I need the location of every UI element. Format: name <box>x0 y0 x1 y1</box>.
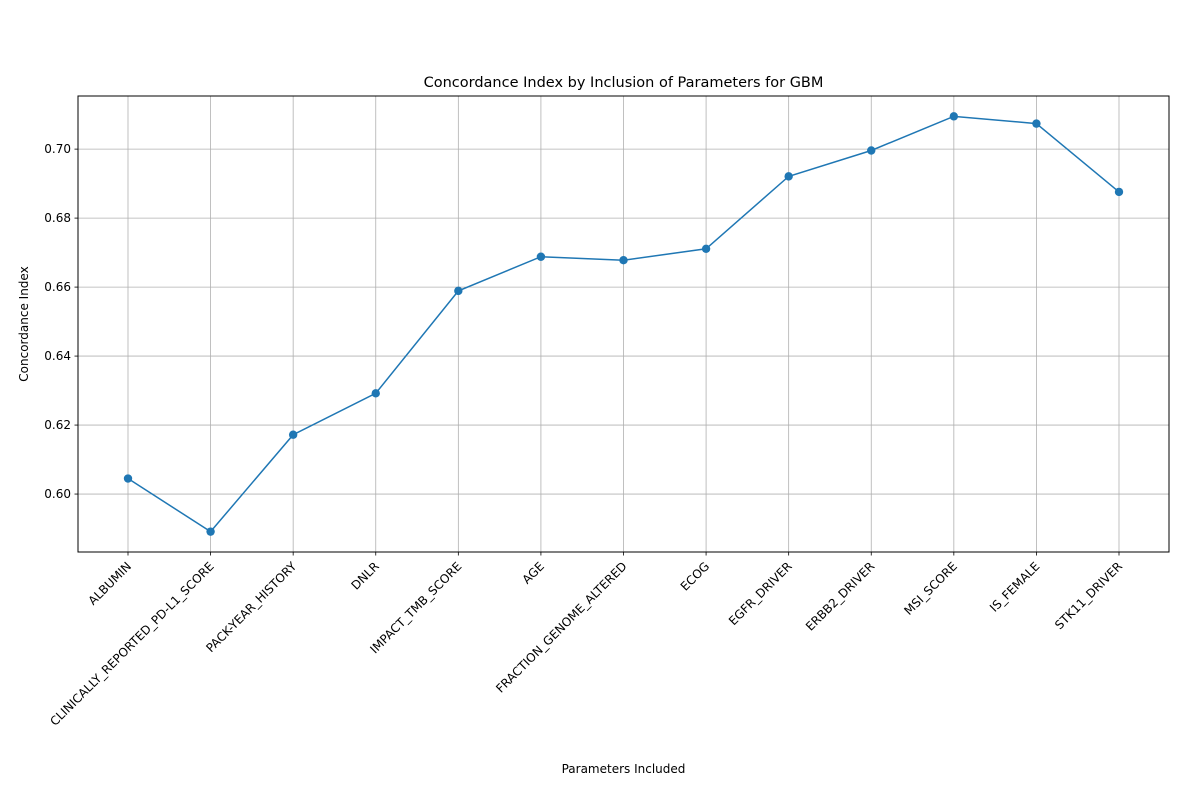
data-point <box>123 474 133 483</box>
x-tick-label: EGFR_DRIVER <box>726 559 795 628</box>
y-axis-label: Concordance Index <box>17 266 31 381</box>
x-tick-label: FRACTION_GENOME_ALTERED <box>493 559 629 695</box>
data-point <box>784 172 793 181</box>
y-tick-label: 0.64 <box>44 349 71 363</box>
x-tick-label: IS_FEMALE <box>987 559 1042 614</box>
y-axis-ticks: 0.60 0.62 0.64 0.66 0.68 0.70 <box>44 142 78 501</box>
data-point <box>536 252 546 261</box>
x-axis-ticks: ALBUMINCLINICALLY_REPORTED_PD-L1_SCOREPA… <box>47 552 1125 729</box>
data-point <box>949 112 959 121</box>
data-point <box>867 146 876 155</box>
chart-title: Concordance Index by Inclusion of Parame… <box>424 75 824 91</box>
x-axis-label: Parameters Included <box>562 762 686 776</box>
grid-lines <box>78 96 1169 552</box>
x-tick-label: IMPACT_TMB_SCORE <box>367 559 464 656</box>
y-tick-label: 0.70 <box>44 142 71 156</box>
x-tick-label: MSI_SCORE <box>901 559 960 618</box>
y-tick-label: 0.66 <box>44 280 71 294</box>
x-tick-label: ERBB2_DRIVER <box>803 559 877 633</box>
data-point <box>206 527 215 536</box>
y-tick-label: 0.68 <box>44 211 71 225</box>
data-point <box>619 255 628 265</box>
x-tick-label: ALBUMIN <box>85 559 134 608</box>
data-point <box>288 430 298 439</box>
x-tick-label: PACK-YEAR_HISTORY <box>203 559 299 655</box>
x-tick-label: DNLR <box>348 559 381 592</box>
data-point <box>371 389 380 398</box>
series-markers <box>123 112 1124 536</box>
x-tick-label: CLINICALLY_REPORTED_PD-L1_SCORE <box>47 559 216 728</box>
x-tick-label: STK11_DRIVER <box>1052 559 1125 632</box>
data-point <box>454 286 463 296</box>
y-tick-label: 0.60 <box>44 487 71 501</box>
data-point <box>701 244 711 254</box>
data-point <box>1114 187 1124 197</box>
data-point <box>1032 119 1041 128</box>
x-tick-label: ECOG <box>678 559 712 593</box>
y-tick-label: 0.62 <box>44 418 71 432</box>
x-tick-label: AGE <box>520 559 547 586</box>
